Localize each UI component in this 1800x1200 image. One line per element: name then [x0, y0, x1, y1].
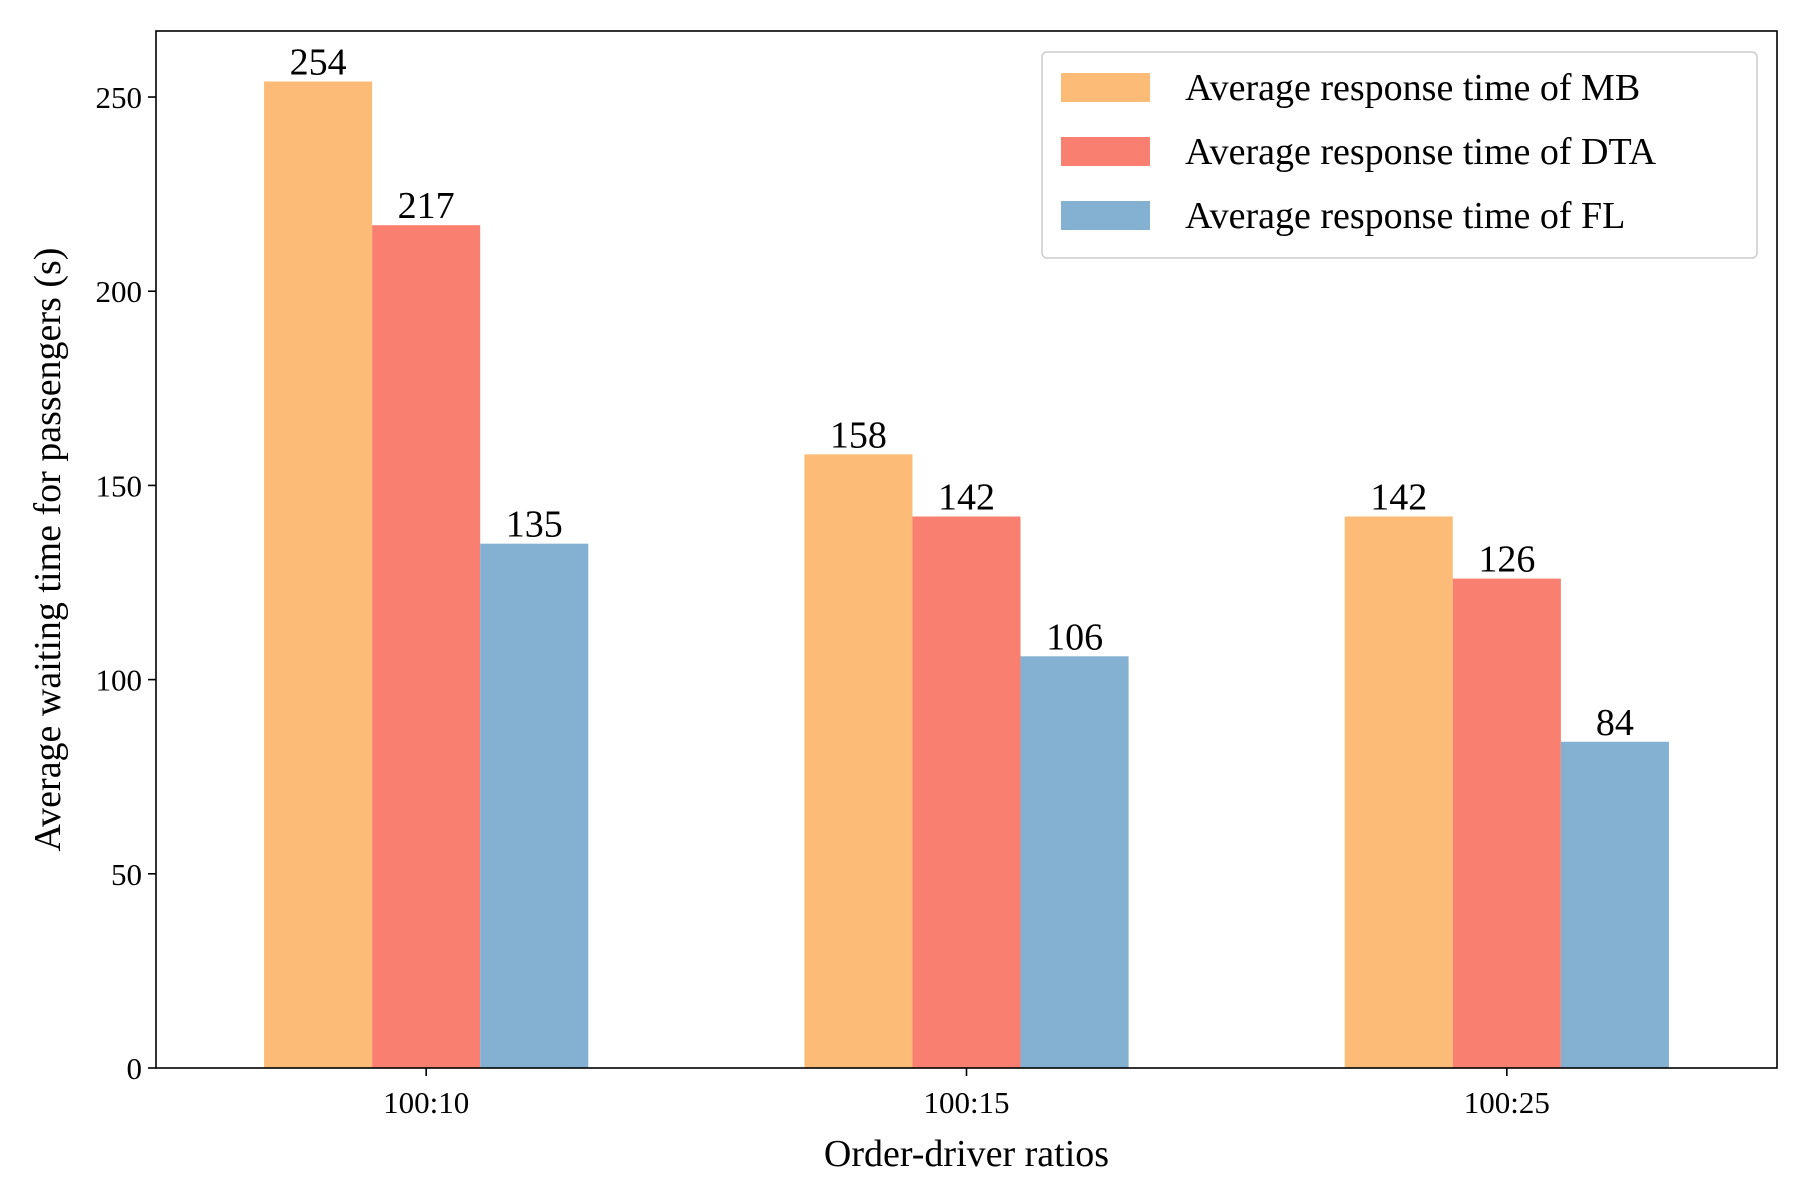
x-axis: 100:10 100:15 100:25 — [383, 1068, 1550, 1120]
bar-mb-100-15 — [804, 454, 913, 1068]
legend-swatch-dta — [1061, 137, 1150, 166]
data-label-fl-100-15: 106 — [1046, 616, 1103, 658]
data-label-fl-100-25: 84 — [1596, 702, 1634, 744]
y-tick-label-50: 50 — [111, 857, 142, 892]
bars-layer — [264, 81, 1669, 1068]
x-axis-title: Order-driver ratios — [824, 1133, 1109, 1175]
y-tick-label-0: 0 — [127, 1051, 143, 1086]
x-tick-label-100-15: 100:15 — [923, 1085, 1009, 1120]
bar-fl-100-10 — [480, 543, 589, 1068]
bar-mb-100-10 — [264, 81, 373, 1068]
data-label-mb-100-25: 142 — [1370, 476, 1427, 518]
legend-label-dta: Average response time of DTA — [1185, 131, 1657, 173]
bar-mb-100-25 — [1344, 516, 1453, 1068]
x-tick-label-100-25: 100:25 — [1464, 1085, 1550, 1120]
legend-swatch-mb — [1061, 73, 1150, 102]
y-axis-title: Average waiting time for passengers (s) — [27, 248, 69, 852]
y-tick-label-150: 150 — [96, 468, 143, 503]
bar-dta-100-15 — [912, 516, 1021, 1068]
y-axis: 0 50 100 150 200 250 — [96, 80, 156, 1086]
data-labels-layer: 254 217 135 158 142 106 142 126 84 — [290, 41, 1634, 743]
bar-fl-100-15 — [1020, 656, 1129, 1068]
y-tick-label-250: 250 — [96, 80, 143, 115]
legend: Average response time of MB Average resp… — [1041, 51, 1758, 259]
data-label-mb-100-15: 158 — [830, 414, 887, 456]
y-tick-label-100: 100 — [96, 663, 143, 698]
bar-fl-100-25 — [1560, 741, 1669, 1068]
legend-frame — [1041, 51, 1758, 259]
bar-dta-100-25 — [1452, 578, 1561, 1068]
data-label-dta-100-10: 217 — [398, 185, 455, 227]
data-label-dta-100-25: 126 — [1478, 539, 1535, 581]
data-label-dta-100-15: 142 — [938, 476, 995, 518]
legend-swatch-fl — [1061, 201, 1150, 230]
x-tick-label-100-10: 100:10 — [383, 1085, 469, 1120]
data-label-fl-100-10: 135 — [506, 504, 563, 546]
data-label-mb-100-10: 254 — [290, 41, 347, 83]
legend-label-mb: Average response time of MB — [1185, 67, 1640, 109]
legend-label-fl: Average response time of FL — [1185, 195, 1625, 237]
y-tick-label-200: 200 — [96, 274, 143, 309]
bar-dta-100-10 — [372, 225, 481, 1068]
